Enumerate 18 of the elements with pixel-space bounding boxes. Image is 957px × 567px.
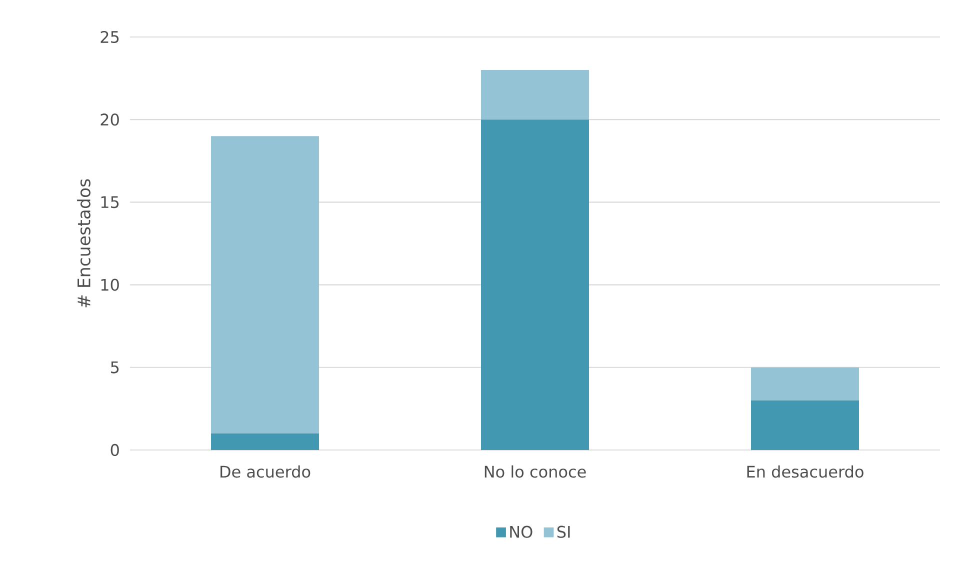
y-axis-title: # Encuestados (77, 179, 90, 308)
bar (211, 433, 320, 450)
bar (751, 367, 859, 400)
bar (211, 136, 320, 434)
bar (481, 70, 590, 120)
x-tick-label: No lo conoce (484, 465, 586, 478)
y-tick-label: 20 (100, 114, 119, 126)
y-tick-label: 10 (101, 278, 119, 291)
x-tick-label: En desacuerdo (747, 465, 864, 478)
bar (751, 400, 859, 450)
y-tick-label: 0 (110, 444, 119, 456)
bar (481, 120, 590, 450)
y-tick-label: 5 (111, 361, 119, 374)
legend-label: SI (557, 526, 570, 538)
legend-label: NO (510, 526, 532, 538)
y-tick-label: 25 (100, 30, 119, 44)
y-tick-label: 15 (101, 196, 119, 208)
x-tick-label: De acuerdo (220, 465, 310, 478)
